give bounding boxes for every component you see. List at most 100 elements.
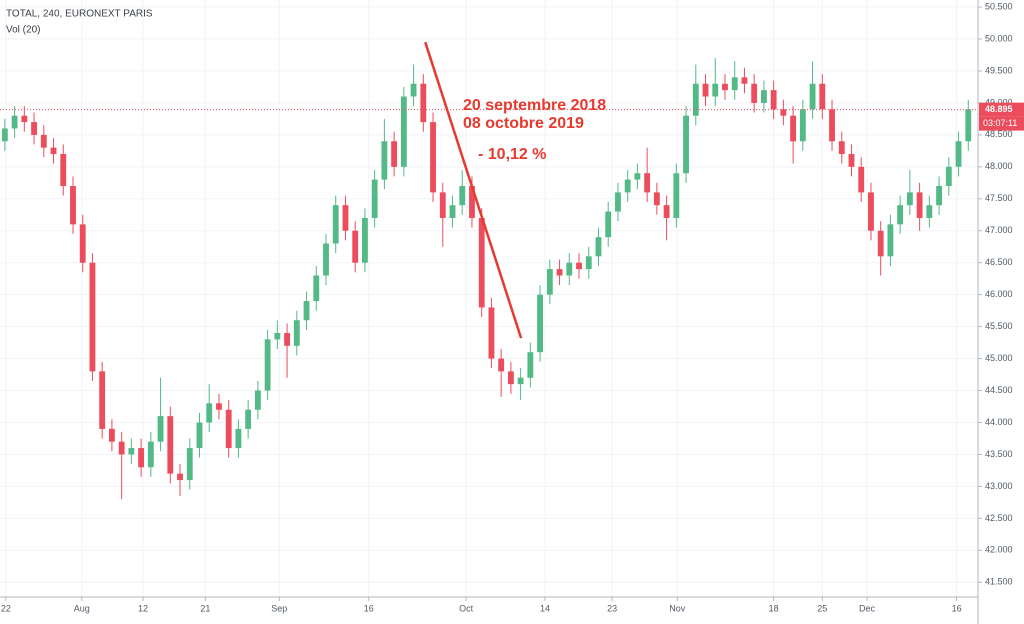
candle-body (605, 211, 612, 238)
candle-body (459, 186, 466, 206)
y-tick-label: 42.000 (985, 545, 1013, 555)
candle-body (40, 134, 47, 148)
grid (0, 0, 978, 597)
candle-body (118, 441, 125, 455)
y-tick-label: 50.000 (985, 33, 1013, 43)
candle-body (926, 205, 933, 218)
candle-body (615, 192, 621, 212)
y-tick-label: 43.000 (985, 481, 1013, 491)
candle-body (264, 339, 271, 391)
candle-body (692, 83, 699, 116)
x-tick-label: 23 (607, 603, 617, 613)
candle-body (624, 179, 631, 193)
y-tick-label: 47.000 (985, 225, 1013, 235)
candle-body (439, 192, 446, 218)
candle-body (323, 243, 329, 276)
x-tick-label: Aug (74, 603, 90, 613)
annotation: 08 octobre 2019 (463, 115, 584, 132)
y-tick-label: 45.500 (985, 321, 1013, 331)
candle-body (498, 358, 505, 372)
y-tick-label: 43.500 (985, 449, 1013, 459)
x-tick-label: 22 (1, 603, 11, 613)
candle-body (644, 173, 651, 193)
candle-body (868, 192, 874, 231)
candle-body (537, 294, 544, 353)
x-tick-label: Nov (669, 603, 686, 613)
y-tick-label: 44.000 (985, 417, 1013, 427)
candle-body (683, 115, 689, 174)
candle-body (790, 115, 797, 142)
y-tick-label: 44.500 (985, 385, 1013, 395)
candle-body (157, 416, 164, 442)
candle-body (838, 141, 845, 155)
candle-body (167, 416, 174, 474)
x-tick-label: 16 (952, 603, 962, 613)
candle-body (313, 275, 320, 302)
candle-body (293, 320, 300, 346)
candle-body (595, 237, 602, 257)
candle-body (186, 448, 193, 481)
x-tick-label: 21 (200, 603, 210, 613)
candle-body (420, 83, 427, 123)
candle-body (1, 128, 8, 142)
candle-body (70, 186, 76, 225)
y-tick-label: 47.500 (985, 193, 1013, 203)
candle-body (400, 96, 407, 167)
candle-body (332, 205, 339, 244)
candle-body (936, 186, 942, 206)
candle-body (488, 307, 495, 359)
y-tick-label: 41.500 (985, 577, 1013, 587)
candle-body (751, 83, 758, 103)
candle-body (906, 192, 913, 206)
x-tick-label: Oct (459, 603, 474, 613)
candle-body (371, 179, 378, 218)
candle-body (877, 230, 884, 257)
candle-body (469, 186, 475, 218)
last-price-box (979, 102, 1024, 117)
candle-body (79, 224, 86, 263)
candle-body (342, 205, 349, 231)
candle-body (780, 109, 787, 116)
candle-body (576, 262, 582, 270)
candle-body (99, 371, 106, 429)
candle-body (965, 109, 972, 142)
y-tick-label: 46.500 (985, 257, 1013, 267)
candle-body (449, 205, 456, 218)
candle-body (177, 473, 183, 481)
candle-body (31, 122, 37, 135)
candle-body (955, 141, 962, 167)
annotation: 20 septembre 2018 (463, 97, 606, 114)
candle-body (21, 115, 28, 123)
candle-body (741, 77, 748, 84)
candle-body (945, 166, 952, 187)
candle-body (760, 90, 767, 103)
y-tick-label: 42.500 (985, 513, 1013, 523)
candle-body (391, 141, 398, 167)
candle-body (303, 301, 310, 321)
candle-body (245, 409, 252, 429)
countdown-label: 03:07:11 (983, 118, 1017, 128)
y-tick-label: 45.000 (985, 353, 1013, 363)
x-tick-label: Sep (271, 603, 287, 613)
candle-body (770, 90, 777, 110)
candle-body (478, 217, 485, 308)
candle-body (712, 83, 719, 97)
candle-body (362, 217, 368, 263)
candle-body (128, 448, 135, 455)
candle-body (196, 422, 203, 449)
y-tick-label: 48.500 (985, 129, 1013, 139)
candle-body (585, 256, 592, 270)
candle-body (722, 83, 728, 91)
candle-body (147, 441, 154, 468)
candle-body (702, 83, 709, 97)
candle-body (527, 352, 534, 378)
candle-body (799, 109, 806, 142)
x-tick-label: 18 (769, 603, 779, 613)
candle-body (50, 147, 57, 155)
x-tick-label: 14 (540, 603, 550, 613)
candle-body (254, 390, 261, 410)
candle-body (206, 403, 213, 423)
candle-body (673, 173, 680, 218)
candle-body (819, 83, 826, 110)
